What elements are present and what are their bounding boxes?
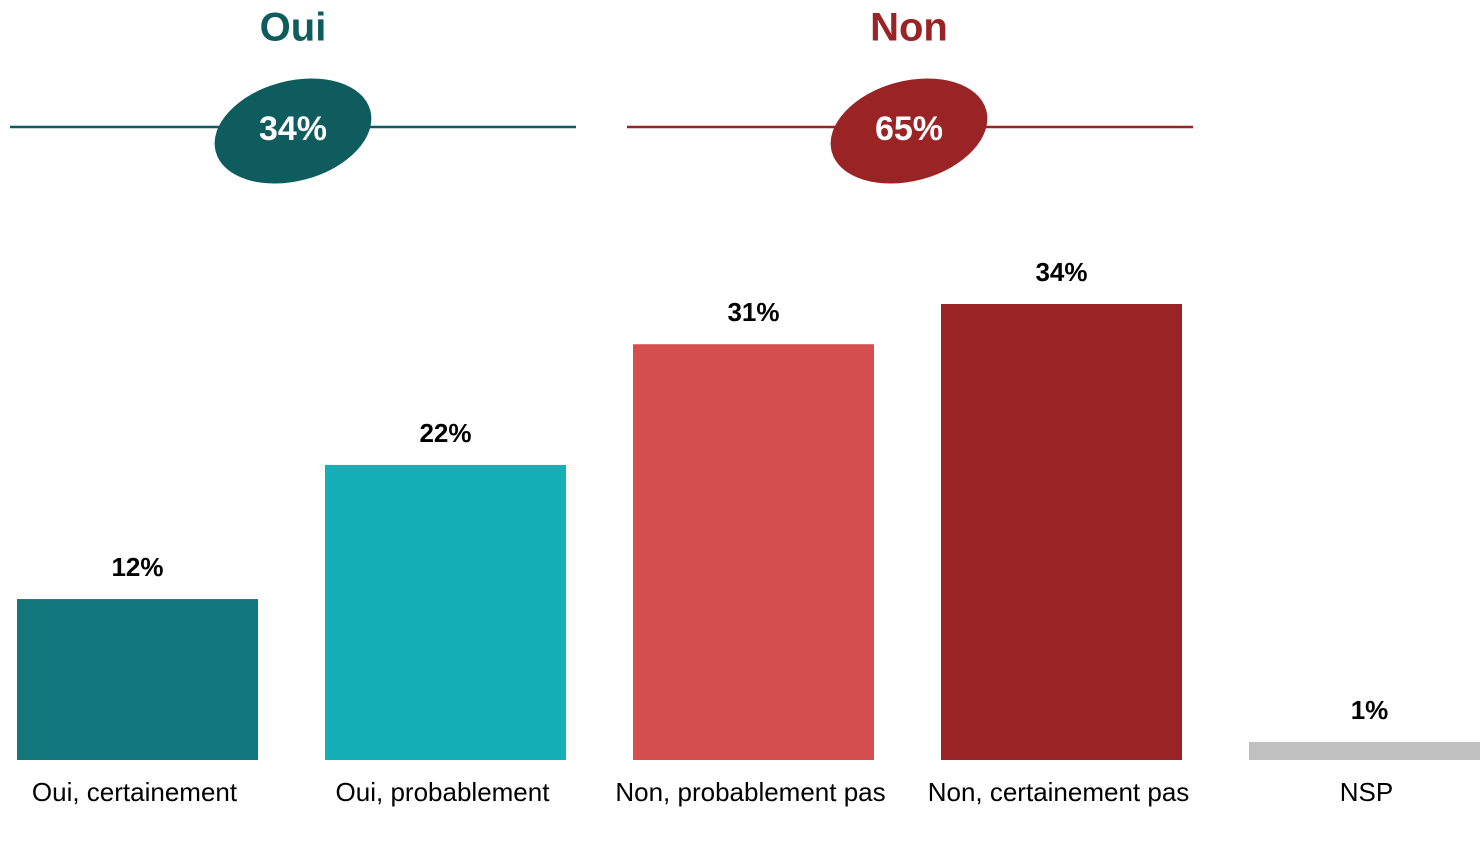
- value-label: 1%: [1351, 695, 1389, 725]
- value-label: 12%: [111, 552, 163, 582]
- bar: [633, 344, 874, 760]
- value-label: 34%: [1035, 257, 1087, 287]
- group-title: Oui: [260, 6, 327, 50]
- category-label: NSP: [1340, 777, 1393, 807]
- category-label: Non, probablement pas: [615, 777, 885, 807]
- value-label: 31%: [727, 297, 779, 327]
- bar: [941, 304, 1182, 760]
- category-label: Oui, probablement: [336, 777, 551, 807]
- group-value-label: 34%: [259, 110, 327, 148]
- bar: [17, 599, 258, 760]
- group-value-label: 65%: [875, 110, 943, 148]
- bar: [325, 464, 566, 760]
- group-title: Non: [870, 6, 948, 50]
- category-label: Oui, certainement: [32, 777, 238, 807]
- category-label: Non, certainement pas: [928, 777, 1190, 807]
- group-badge: [830, 78, 988, 184]
- bar: [1249, 742, 1480, 760]
- group-badge: [214, 78, 372, 184]
- value-label: 22%: [419, 418, 471, 448]
